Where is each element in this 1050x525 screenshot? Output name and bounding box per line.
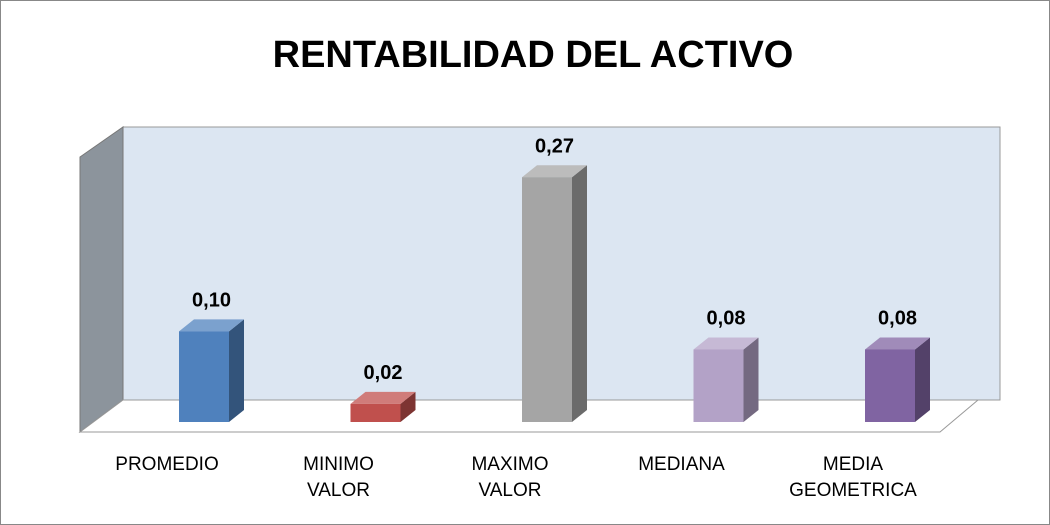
bar-top: [179, 319, 244, 332]
x-tick-label: MEDIA GEOMETRICA: [789, 454, 917, 501]
data-label: 0,27: [535, 135, 574, 157]
bar: [179, 319, 244, 422]
bar-top: [865, 337, 930, 350]
x-tick-label: MAXIMO VALOR: [471, 454, 549, 501]
x-tick-label: PROMEDIO: [115, 454, 219, 475]
bar-front: [350, 403, 401, 422]
bar-front: [865, 349, 915, 422]
bar: [693, 337, 759, 422]
bar: [350, 391, 416, 422]
bar-side: [229, 319, 244, 422]
bar-top: [522, 165, 587, 178]
data-label: 0,08: [707, 308, 746, 330]
bar-side: [743, 337, 759, 422]
bar: [865, 337, 930, 422]
data-label: 0,02: [364, 362, 403, 384]
data-label: 0,08: [878, 308, 917, 330]
bar-front: [522, 177, 572, 422]
bar-front: [693, 349, 744, 422]
data-label: 0,10: [192, 290, 231, 312]
x-tick-label: MINIMO VALOR: [303, 454, 374, 501]
bar-side: [572, 165, 587, 422]
bar-top: [350, 391, 416, 404]
bar-top: [693, 337, 759, 350]
bar-side: [915, 337, 930, 422]
bar-front: [179, 331, 229, 422]
x-tick-label: MEDIANA: [638, 454, 725, 475]
chart-title: RENTABILIDAD DEL ACTIVO: [273, 34, 794, 76]
side-wall: [79, 126, 124, 433]
bar-side: [400, 391, 416, 422]
bar: [522, 165, 587, 422]
